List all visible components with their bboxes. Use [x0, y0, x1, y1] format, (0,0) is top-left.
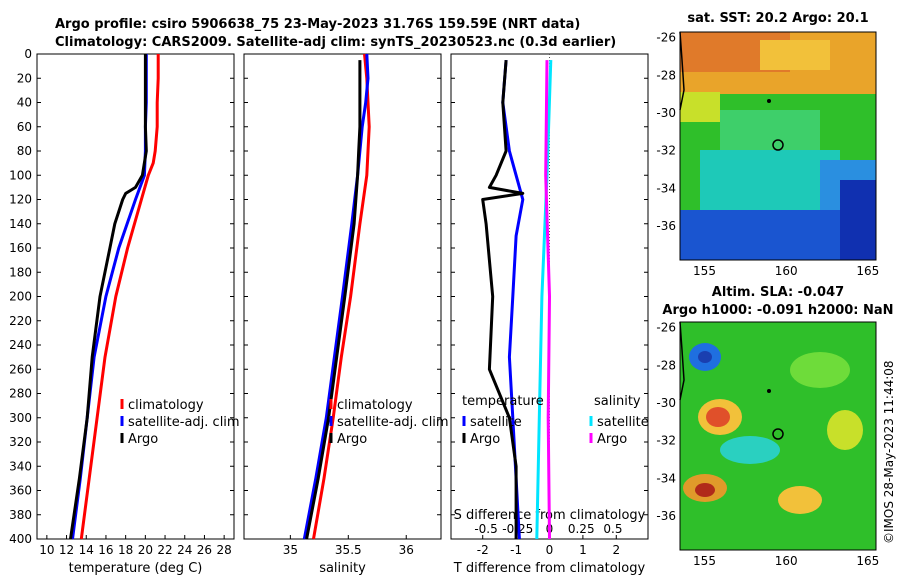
map-lon-tick: 155	[693, 554, 716, 568]
tdiff-tick-label: -1	[510, 543, 522, 557]
depth-tick-label: 260	[9, 362, 32, 376]
map-lon-tick: 165	[856, 554, 879, 568]
map-lat-tick: -28	[656, 68, 676, 82]
legend-label: Argo	[470, 432, 500, 447]
depth-tick-label: 60	[17, 120, 32, 134]
salinity-tick-label: 36	[399, 543, 414, 557]
temperature-tick-label: 14	[79, 543, 94, 557]
depth-tick-label: 400	[9, 532, 32, 546]
depth-tick-label: 320	[9, 435, 32, 449]
depth-tick-label: 120	[9, 193, 32, 207]
salinity-axis-label: salinity	[319, 561, 366, 576]
temperature-axis-label: temperature (deg C)	[69, 561, 203, 576]
temperature-panel: 0 20 40 60 80 100 120 140 160 180 200 220 240 260 280 3…	[9, 47, 240, 576]
title-line2: Climatology: CARS2009. Satellite-adj cli…	[55, 35, 616, 50]
map-lon-tick: 155	[693, 264, 716, 278]
map-lat-tick: -26	[656, 31, 676, 45]
series-argo	[69, 54, 148, 540]
depth-tick-label: 160	[9, 241, 32, 255]
temperature-tick-label: 22	[157, 543, 172, 557]
series-argo	[305, 60, 362, 540]
salinity-panel: 35 35.5 36 salinity climatology satellite-adj…	[243, 53, 449, 576]
depth-tick-label: 200	[9, 290, 32, 304]
temperature-tick-label: 12	[59, 543, 74, 557]
series-temperature-argo	[481, 59, 525, 539]
map-lat-tick: -32	[656, 144, 676, 158]
map-lat-tick: -30	[656, 106, 676, 120]
temperature-tick-label: 18	[118, 543, 133, 557]
depth-tick-label: 340	[9, 459, 32, 473]
temperature-tick-label: 28	[217, 543, 232, 557]
difference-axis-label: T difference from climatology	[453, 561, 646, 576]
depth-tick-label: 0	[24, 47, 32, 61]
legend-label: satellite-adj. clim	[337, 415, 449, 430]
map-lat-tick: -34	[656, 181, 676, 195]
legend-title-salinity: salinity	[594, 394, 641, 409]
legend-label: Argo	[597, 432, 627, 447]
sdiff-tick-label: 0.25	[568, 522, 595, 536]
sla-map-title2: Argo h1000: -0.091 h2000: NaN	[662, 303, 893, 318]
map-lat-tick: -26	[656, 321, 676, 335]
temperature-tick-label: 16	[98, 543, 113, 557]
depth-tick-label: 280	[9, 387, 32, 401]
legend-label: satellite	[470, 415, 522, 430]
series-temperature-satellite	[501, 59, 525, 540]
map-lat-tick: -36	[656, 509, 676, 523]
depth-tick-label: 300	[9, 411, 32, 425]
sla-map: Altim. SLA: -0.047 Argo h1000: -0.091 h2…	[662, 285, 894, 551]
map-lon-tick: 165	[856, 264, 879, 278]
series-satellite-adj.-clim	[71, 54, 148, 540]
depth-tick-label: 220	[9, 314, 32, 328]
sla-map-axes: 155 160 165 -26 -28 -30 -32 -34 -36	[656, 321, 879, 568]
salinity-tick-label: 35.5	[335, 543, 362, 557]
temperature-tick-label: 24	[177, 543, 192, 557]
map-lon-tick: 160	[775, 264, 798, 278]
depth-tick-label: 140	[9, 217, 32, 231]
tdiff-tick-label: 2	[612, 543, 620, 557]
salinity-tick-label: 35	[283, 543, 298, 557]
temperature-tick-label: 20	[138, 543, 153, 557]
series-salinity-satellite	[535, 60, 553, 540]
sst-map-title: sat. SST: 20.2 Argo: 20.1	[687, 11, 868, 26]
depth-tick-label: 20	[17, 71, 32, 85]
sla-map-title1: Altim. SLA: -0.047	[712, 285, 844, 300]
temperature-axes	[36, 53, 235, 540]
watermark: ©IMOS 28-May-2023 11:44:08	[882, 360, 896, 544]
map-lat-tick: -36	[656, 219, 676, 233]
legend-label: satellite-adj. clim	[128, 415, 240, 430]
depth-tick-label: 40	[17, 96, 32, 110]
sdiff-tick-label: -0.5	[474, 522, 497, 536]
legend-label: satellite	[597, 415, 649, 430]
depth-tick-label: 240	[9, 338, 32, 352]
map-lat-tick: -30	[656, 396, 676, 410]
map-lat-tick: -32	[656, 434, 676, 448]
series-climatology	[312, 53, 371, 540]
series-salinity-argo	[544, 60, 551, 540]
sdiff-tick-label: 0.5	[603, 522, 622, 536]
map-lat-tick: -34	[656, 471, 676, 485]
sst-map: sat. SST: 20.2 Argo: 20.1	[679, 11, 877, 261]
legend-label: Argo	[128, 432, 158, 447]
depth-tick-label: 380	[9, 508, 32, 522]
difference-panel: -2 -1 0 1 2-0.5 -0.25 0 0.25 0.5S difference fro…	[450, 53, 649, 576]
temperature-tick-label: 26	[197, 543, 212, 557]
title-line1: Argo profile: csiro 5906638_75 23-May-20…	[55, 17, 580, 32]
legend-label: climatology	[337, 398, 413, 413]
depth-tick-label: 360	[9, 484, 32, 498]
depth-tick-label: 180	[9, 265, 32, 279]
depth-tick-label: 100	[9, 168, 32, 182]
temperature-tick-label: 10	[39, 543, 54, 557]
legend-title-temperature: temperature	[462, 394, 544, 409]
depth-tick-label: 80	[17, 144, 32, 158]
map-lon-tick: 160	[775, 554, 798, 568]
tdiff-tick-label: 1	[579, 543, 587, 557]
legend-label: Argo	[337, 432, 367, 447]
map-lat-tick: -28	[656, 358, 676, 372]
series-climatology	[79, 54, 160, 540]
legend-label: climatology	[128, 398, 204, 413]
tdiff-tick-label: -2	[477, 543, 489, 557]
tdiff-tick-label: 0	[546, 543, 554, 557]
